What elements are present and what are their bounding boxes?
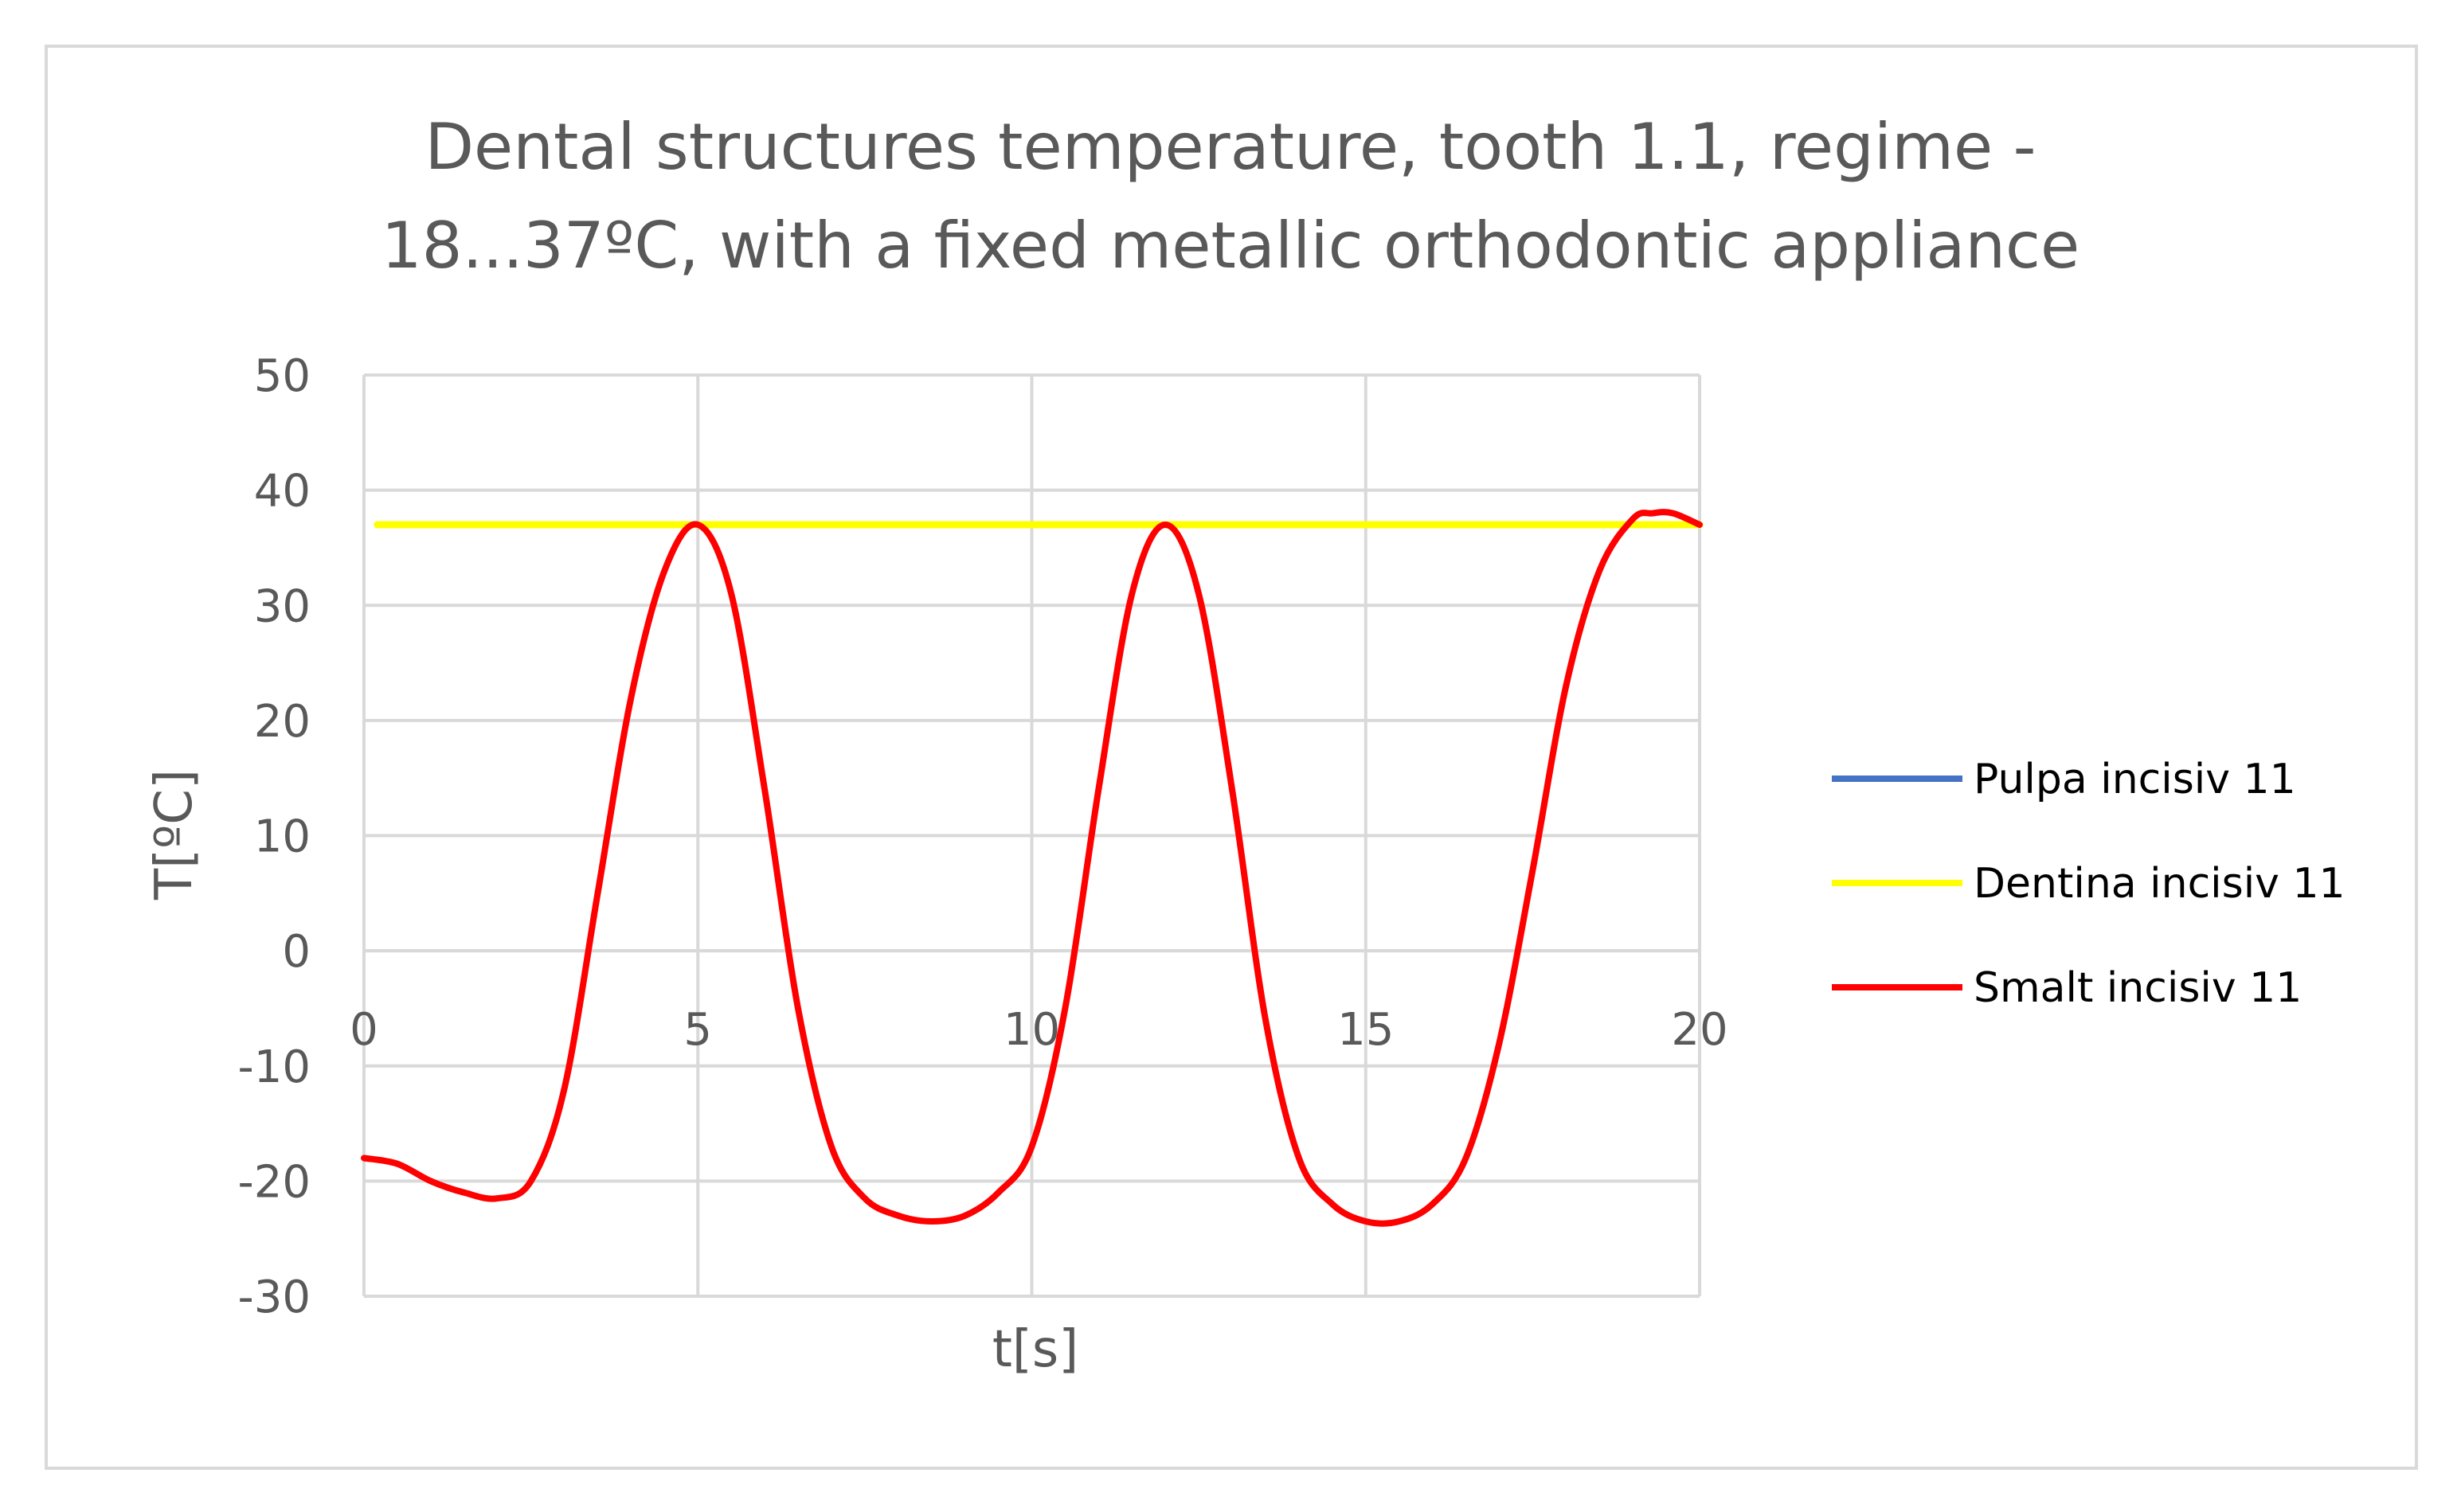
y-tick-label: 0 xyxy=(282,926,311,978)
legend: Pulpa incisiv 11 Dentina incisiv 11 Smalt … xyxy=(1832,756,2346,1012)
chart-title-line-1: Dental structures temperature, tooth 1.1… xyxy=(425,110,2036,184)
x-tick-label: 0 xyxy=(350,1004,378,1056)
y-tick-label: -10 xyxy=(238,1041,311,1093)
chart-title-line-2: 18...37ºC, with a fixed metallic orthodo… xyxy=(381,209,2080,283)
x-tick-label: 15 xyxy=(1337,1004,1394,1056)
legend-label-3: Smalt incisiv 11 xyxy=(1974,964,2302,1012)
x-tick-labels: 0 5 10 15 20 xyxy=(350,1004,1727,1056)
chart-title: Dental structures temperature, tooth 1.1… xyxy=(381,110,2080,283)
legend-label-2: Dentina incisiv 11 xyxy=(1974,860,2346,908)
series-lines xyxy=(361,509,1704,1227)
legend-label-1: Pulpa incisiv 11 xyxy=(1974,756,2296,803)
x-tick-label: 20 xyxy=(1671,1004,1727,1056)
y-tick-label: 30 xyxy=(254,580,311,632)
gridlines xyxy=(362,373,1701,1298)
y-tick-label: 50 xyxy=(254,350,311,402)
y-tick-label: -20 xyxy=(238,1156,311,1208)
y-tick-label: -30 xyxy=(238,1272,311,1323)
y-axis-title: T[ºC] xyxy=(145,769,204,901)
series-line-3 xyxy=(361,509,1703,1227)
chart-frame xyxy=(45,45,2418,1470)
y-tick-label: 20 xyxy=(254,696,311,748)
y-tick-label: 10 xyxy=(254,811,311,863)
y-tick-labels: 50 40 30 20 10 0 -10 -20 -30 xyxy=(238,350,311,1323)
y-tick-label: 40 xyxy=(254,466,311,518)
x-axis-title: t[s] xyxy=(992,1320,1078,1379)
x-tick-label: 5 xyxy=(683,1004,712,1056)
x-tick-label: 10 xyxy=(1004,1004,1060,1056)
